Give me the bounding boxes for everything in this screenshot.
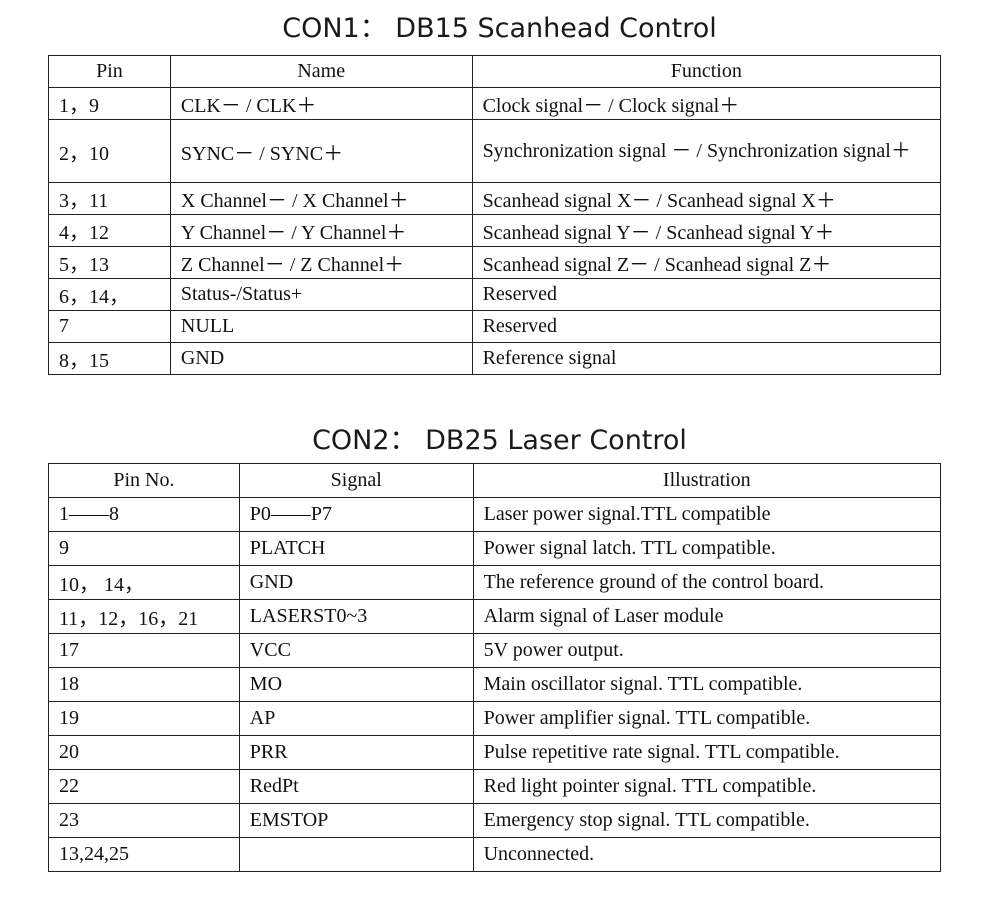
column-header-function: Function xyxy=(471,55,942,88)
function-cell: Clock signal－ / Clock signal＋ xyxy=(471,87,942,120)
name-cell: NULL xyxy=(169,310,473,343)
pin-cell: 6，14， xyxy=(48,278,171,311)
table-row: 23 EMSTOP Emergency stop signal. TTL com… xyxy=(48,803,942,838)
table-header-row: Pin No. Signal Illustration xyxy=(48,463,942,498)
signal-cell: PLATCH xyxy=(238,531,474,566)
column-header-signal: Signal xyxy=(238,463,474,498)
illustration-cell: Power signal latch. TTL compatible. xyxy=(472,531,942,566)
pin-cell: 18 xyxy=(48,667,240,702)
con2-table: Pin No. Signal Illustration 1——8 P0——P7 … xyxy=(48,463,942,872)
pin-cell: 10， 14， xyxy=(48,565,240,600)
illustration-cell: Main oscillator signal. TTL compatible. xyxy=(472,667,942,702)
signal-cell: LASERST0~3 xyxy=(238,599,474,634)
illustration-cell: Emergency stop signal. TTL compatible. xyxy=(472,803,942,838)
pin-cell: 7 xyxy=(48,310,171,343)
name-cell: CLK－ / CLK＋ xyxy=(169,87,473,120)
signal-cell xyxy=(238,837,474,872)
function-cell: Reference signal xyxy=(471,342,942,375)
function-cell: Scanhead signal Y－ / Scanhead signal Y＋ xyxy=(471,214,942,247)
table-row: 5，13 Z Channel－ / Z Channel＋ Scanhead si… xyxy=(48,246,942,279)
pin-cell: 19 xyxy=(48,701,240,736)
function-cell: Reserved xyxy=(471,278,942,311)
pin-cell: 4，12 xyxy=(48,214,171,247)
pin-cell: 5，13 xyxy=(48,246,171,279)
pin-cell: 20 xyxy=(48,735,240,770)
pin-cell: 17 xyxy=(48,633,240,668)
signal-cell: VCC xyxy=(238,633,474,668)
table-row: 13,24,25 Unconnected. xyxy=(48,837,942,872)
pin-cell: 22 xyxy=(48,769,240,804)
name-cell: GND xyxy=(169,342,473,375)
name-cell: X Channel－ / X Channel＋ xyxy=(169,182,473,215)
illustration-cell: Power amplifier signal. TTL compatible. xyxy=(472,701,942,736)
name-cell: SYNC－ / SYNC＋ xyxy=(169,119,473,183)
table-row: 10， 14， GND The reference ground of the … xyxy=(48,565,942,600)
column-header-illustration: Illustration xyxy=(472,463,942,498)
table-row: 3，11 X Channel－ / X Channel＋ Scanhead si… xyxy=(48,182,942,215)
pin-cell: 23 xyxy=(48,803,240,838)
pin-cell: 13,24,25 xyxy=(48,837,240,872)
table-row: 18 MO Main oscillator signal. TTL compat… xyxy=(48,667,942,702)
table-row: 7 NULL Reserved xyxy=(48,310,942,343)
table-row: 4，12 Y Channel－ / Y Channel＋ Scanhead si… xyxy=(48,214,942,247)
illustration-cell: The reference ground of the control boar… xyxy=(472,565,942,600)
name-cell: Status-/Status+ xyxy=(169,278,473,311)
function-cell: Synchronization signal － / Synchronizati… xyxy=(471,119,942,183)
table-row: 2，10 SYNC－ / SYNC＋ Synchronization signa… xyxy=(48,119,942,183)
illustration-cell: Pulse repetitive rate signal. TTL compat… xyxy=(472,735,942,770)
pin-cell: 2，10 xyxy=(48,119,171,183)
name-cell: Z Channel－ / Z Channel＋ xyxy=(169,246,473,279)
pin-cell: 9 xyxy=(48,531,240,566)
table-row: 1，9 CLK－ / CLK＋ Clock signal－ / Clock si… xyxy=(48,87,942,120)
pin-cell: 3，11 xyxy=(48,182,171,215)
function-cell: Scanhead signal Z－ / Scanhead signal Z＋ xyxy=(471,246,942,279)
function-cell: Reserved xyxy=(471,310,942,343)
table-row: 22 RedPt Red light pointer signal. TTL c… xyxy=(48,769,942,804)
signal-cell: RedPt xyxy=(238,769,474,804)
illustration-cell: 5V power output. xyxy=(472,633,942,668)
table-row: 9 PLATCH Power signal latch. TTL compati… xyxy=(48,531,942,566)
table-row: 1——8 P0——P7 Laser power signal.TTL compa… xyxy=(48,497,942,532)
column-header-pin-no: Pin No. xyxy=(48,463,240,498)
con2-title: CON2： DB25 Laser Control xyxy=(312,425,687,456)
signal-cell: PRR xyxy=(238,735,474,770)
table-row: 19 AP Power amplifier signal. TTL compat… xyxy=(48,701,942,736)
illustration-cell: Alarm signal of Laser module xyxy=(472,599,942,634)
illustration-cell: Laser power signal.TTL compatible xyxy=(472,497,942,532)
table-row: 20 PRR Pulse repetitive rate signal. TTL… xyxy=(48,735,942,770)
signal-cell: GND xyxy=(238,565,474,600)
column-header-name: Name xyxy=(169,55,473,88)
signal-cell: AP xyxy=(238,701,474,736)
signal-cell: MO xyxy=(238,667,474,702)
pin-cell: 1，9 xyxy=(48,87,171,120)
signal-cell: EMSTOP xyxy=(238,803,474,838)
con1-table: Pin Name Function 1，9 CLK－ / CLK＋ Clock … xyxy=(48,55,942,375)
table-row: 6，14， Status-/Status+ Reserved xyxy=(48,278,942,311)
con1-title: CON1： DB15 Scanhead Control xyxy=(282,13,717,44)
table-row: 11，12，16，21 LASERST0~3 Alarm signal of L… xyxy=(48,599,942,634)
name-cell: Y Channel－ / Y Channel＋ xyxy=(169,214,473,247)
table-header-row: Pin Name Function xyxy=(48,55,942,88)
illustration-cell: Unconnected. xyxy=(472,837,942,872)
table-row: 17 VCC 5V power output. xyxy=(48,633,942,668)
function-cell: Scanhead signal X－ / Scanhead signal X＋ xyxy=(471,182,942,215)
signal-cell: P0——P7 xyxy=(238,497,474,532)
table-row: 8，15 GND Reference signal xyxy=(48,342,942,375)
pin-cell: 8，15 xyxy=(48,342,171,375)
pin-cell: 1——8 xyxy=(48,497,240,532)
column-header-pin: Pin xyxy=(48,55,171,88)
pin-cell: 11，12，16，21 xyxy=(48,599,240,634)
illustration-cell: Red light pointer signal. TTL compatible… xyxy=(472,769,942,804)
